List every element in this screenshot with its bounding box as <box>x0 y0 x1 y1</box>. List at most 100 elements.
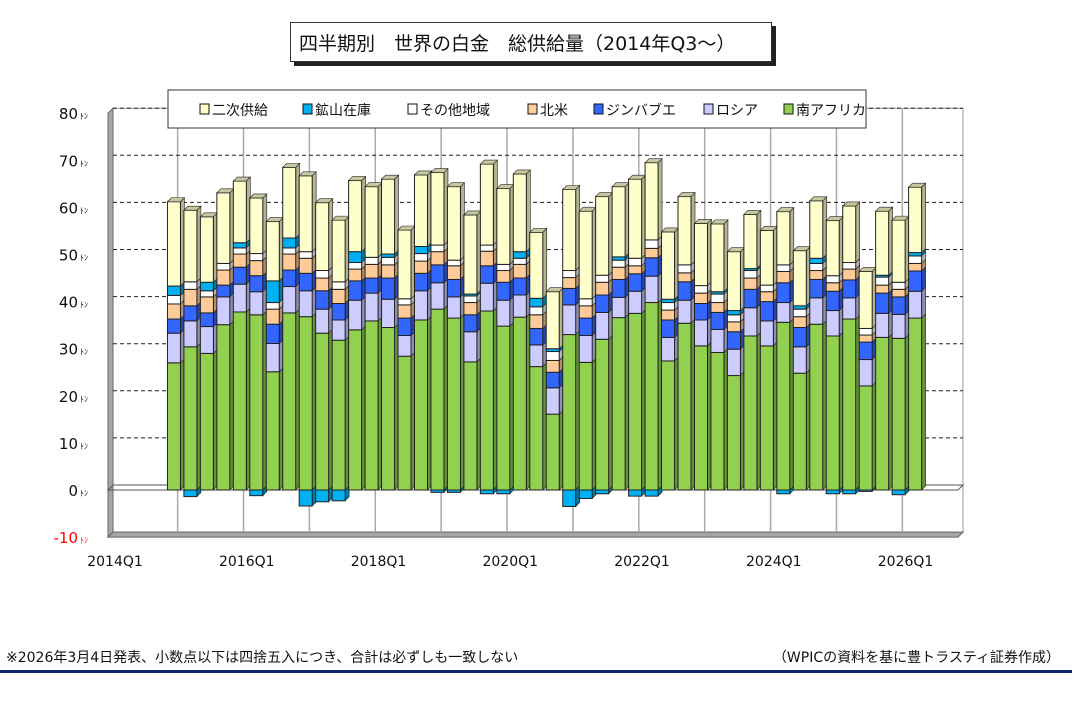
bar-segment-2 <box>430 264 445 284</box>
bar-segment-5-negative <box>578 489 593 499</box>
bar-segment-4 <box>611 259 626 268</box>
bar-segment-3 <box>430 251 445 266</box>
bar-segment-6 <box>381 178 396 255</box>
bar-top-cap <box>479 159 499 165</box>
bar-segment-2 <box>529 327 544 346</box>
bar-segment-5-negative <box>776 489 791 495</box>
bar-segment-4 <box>529 306 544 316</box>
bar-segment-4 <box>809 262 824 272</box>
y-tick-unit: ﾄﾝ <box>80 112 88 121</box>
bar-segment-4 <box>891 281 906 290</box>
bar-segment-4 <box>430 244 445 253</box>
bar-segment-6 <box>364 186 379 258</box>
bar-segment-2 <box>397 317 412 337</box>
bar-segment-6 <box>463 214 478 295</box>
legend-label: 北米 <box>540 103 568 119</box>
bar-segment-6 <box>628 178 643 259</box>
bar-segment-2 <box>479 265 494 284</box>
bar-segment-1 <box>726 348 741 377</box>
bar-top-cap <box>693 219 713 224</box>
x-tick-label: 2022Q1 <box>614 554 670 570</box>
bar-segment-3 <box>726 321 741 333</box>
y-tick-unit: ﾄﾝ <box>80 442 88 451</box>
legend-label: 南アフリカ <box>796 103 866 119</box>
bar-segment-2 <box>792 327 807 348</box>
y-tick-label: 0 <box>68 482 78 500</box>
bar-segment-1 <box>282 286 297 314</box>
bar-segment-0 <box>381 327 396 491</box>
bar-top-cap <box>166 197 186 203</box>
bar-segment-2 <box>249 275 264 293</box>
bar-segment-0 <box>644 302 659 491</box>
bar-segment-3 <box>446 265 461 280</box>
bar-segment-3 <box>611 266 626 280</box>
bar-segment-2 <box>858 341 873 361</box>
bar-segment-0 <box>199 352 214 491</box>
bar-segment-3 <box>364 263 379 279</box>
bar-top-cap <box>380 174 400 180</box>
bar-segment-0 <box>397 355 412 491</box>
bar-segment-6 <box>891 219 906 283</box>
bar-segment-4 <box>908 255 923 264</box>
bar-segment-1 <box>809 297 824 325</box>
y-tick-unit: ﾄﾝ <box>80 301 88 310</box>
bar-segment-2 <box>693 302 708 321</box>
bar-top-cap <box>907 182 927 188</box>
bar-top-cap <box>841 201 861 207</box>
bar-segment-5-negative <box>825 489 840 495</box>
legend-swatch <box>527 103 538 115</box>
bar-segment-4 <box>381 256 396 266</box>
bar-segment-1 <box>578 335 593 363</box>
bar-segment-6 <box>282 166 297 239</box>
bar-segment-4 <box>479 244 494 252</box>
bar-segment-1 <box>677 299 692 324</box>
bar-segment-5 <box>348 251 363 264</box>
bar-segment-1 <box>298 290 313 318</box>
bar-segment-5-negative <box>249 489 264 497</box>
bar-segment-5 <box>265 280 280 304</box>
bar-segment-0 <box>496 325 511 491</box>
bar-segment-1-side <box>921 286 926 319</box>
bar-segment-3 <box>792 316 807 329</box>
bar-segment-2 <box>644 257 659 277</box>
bar-segment-2 <box>908 270 923 292</box>
bar-top-cap <box>347 176 367 181</box>
bar-segment-3 <box>644 247 659 259</box>
bar-segment-4 <box>364 256 379 265</box>
bar-segment-2 <box>348 280 363 301</box>
bar-segment-5-negative <box>858 489 873 492</box>
bar-segment-2 <box>776 282 791 304</box>
bar-segment-2 <box>183 305 198 322</box>
bar-segment-3 <box>348 268 363 282</box>
bar-segment-6 <box>397 229 412 300</box>
bar-segment-5-negative <box>331 489 346 502</box>
bar-segment-6 <box>726 251 741 312</box>
x-tick-label: 2018Q1 <box>351 554 407 570</box>
bar-segment-6 <box>858 270 873 329</box>
plot-floor <box>106 531 965 538</box>
bar-segment-0 <box>331 339 346 491</box>
bar-segment-2 <box>496 281 511 301</box>
bar-segment-3 <box>693 292 708 304</box>
bar-segment-3 <box>397 304 412 319</box>
bar-segment-3 <box>413 260 428 274</box>
bar-segment-1 <box>381 298 396 329</box>
bar-segment-1 <box>183 320 198 348</box>
bar-segment-4 <box>413 253 428 262</box>
bar-segment-4 <box>595 274 610 283</box>
bar-segment-1 <box>644 275 659 304</box>
bar-segment-2 <box>166 318 181 334</box>
bar-segment-1 <box>710 328 725 353</box>
bar-segment-1 <box>842 297 857 320</box>
y-tick-unit: ﾄﾝ <box>80 395 88 404</box>
bar-segment-0 <box>545 413 560 491</box>
bar-segment-4 <box>183 281 198 290</box>
bar-segment-3 <box>282 253 297 271</box>
bar-segment-0 <box>479 310 494 491</box>
bar-segment-3 <box>891 288 906 298</box>
bar-segment-0 <box>726 375 741 491</box>
bar-segment-5-negative <box>430 489 445 493</box>
y-tick-label: 40 <box>59 294 78 312</box>
bar-top-cap <box>529 228 548 233</box>
